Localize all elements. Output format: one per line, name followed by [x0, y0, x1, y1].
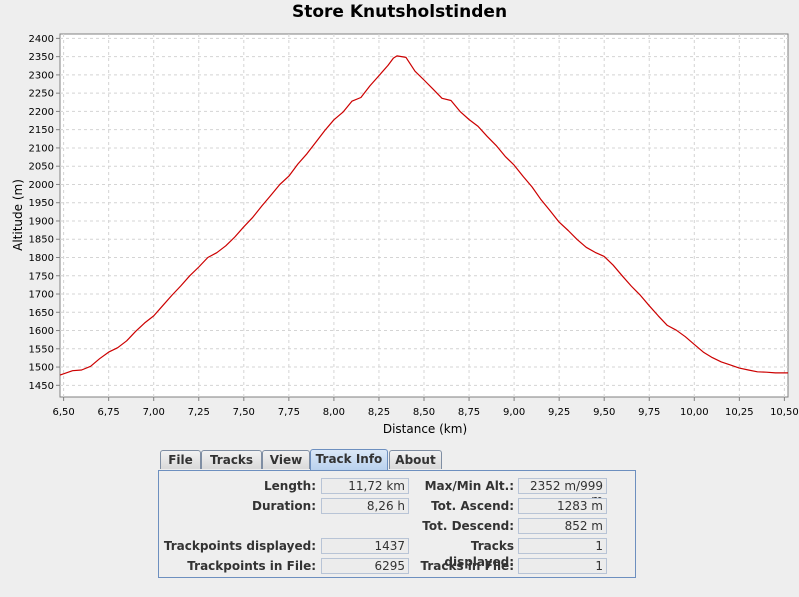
y-axis-title: Altitude (m) [11, 179, 25, 251]
x-axis-title: Distance (km) [383, 422, 467, 436]
tracks-in-file-label: Tracks in File: [420, 559, 515, 573]
tracks-displayed-label: Tracks displayed: [444, 539, 514, 569]
y-tick-label: 1800 [29, 253, 54, 264]
tab-track-info[interactable]: Track Info [310, 449, 388, 470]
max-min-alt-value: 2352 m/999 m [518, 478, 607, 507]
x-tick-label: 9,00 [503, 407, 525, 418]
x-tick-label: 7,00 [143, 407, 165, 418]
tab-file[interactable]: File [160, 450, 201, 469]
x-tick-label: 8,75 [458, 407, 480, 418]
tot-ascend-label: Tot. Ascend: [431, 499, 514, 513]
track-info-panel: Length: 11,72 km Duration: 8,26 h Trackp… [158, 470, 636, 578]
tot-descend-label: Tot. Descend: [422, 519, 514, 533]
y-tick-label: 2350 [29, 52, 54, 63]
y-tick-label: 2050 [29, 162, 54, 173]
y-tick-label: 1450 [29, 381, 54, 392]
tab-tracks[interactable]: Tracks [201, 450, 262, 469]
y-tick-label: 1950 [29, 198, 54, 209]
duration-value: 8,26 h [321, 498, 409, 514]
x-tick-label: 6,75 [98, 407, 120, 418]
trackpoints-in-file-value: 6295 [321, 558, 409, 574]
x-tick-label: 7,50 [233, 407, 255, 418]
x-tick-label: 8,25 [368, 407, 390, 418]
tracks-in-file-value: 1 [518, 558, 607, 574]
y-tick-label: 1900 [29, 216, 54, 227]
y-tick-label: 1550 [29, 344, 54, 355]
y-tick-label: 2000 [29, 180, 54, 191]
x-tick-label: 7,75 [278, 407, 300, 418]
elevation-chart: 6,50 6,75 7,00 7,25 7,50 7,75 8,00 8,25 8,50 8,75… [11, 33, 799, 436]
y-tick-label: 1650 [29, 308, 54, 319]
length-value: 11,72 km [321, 478, 409, 494]
trackpoints-in-file-label: Trackpoints in File: [187, 559, 316, 573]
x-tick-label: 9,50 [593, 407, 615, 418]
x-tick-label: 7,25 [188, 407, 210, 418]
y-tick-label: 1700 [29, 290, 54, 301]
x-tick-label: 9,75 [638, 407, 660, 418]
y-tick-label: 1600 [29, 326, 54, 337]
x-tick-label: 9,25 [548, 407, 570, 418]
trackpoints-displayed-label: Trackpoints displayed: [163, 539, 316, 553]
y-tick-label: 2250 [29, 89, 54, 100]
x-tick-label: 8,00 [323, 407, 345, 418]
trackpoints-displayed-value: 1437 [321, 538, 409, 554]
y-tick-label: 1750 [29, 271, 54, 282]
y-tick-label: 1500 [29, 363, 54, 374]
max-min-alt-label: Max/Min Alt.: [424, 479, 514, 493]
y-tick-label: 2100 [29, 143, 54, 154]
x-tick-label: 6,50 [52, 407, 74, 418]
tot-ascend-value: 1283 m [518, 498, 607, 514]
x-tick-label: 10,25 [725, 407, 754, 418]
x-tick-label: 10,00 [680, 407, 709, 418]
chart-title: Store Knutsholstinden [291, 2, 508, 22]
length-label: Length: [264, 479, 316, 493]
tab-view[interactable]: View [262, 450, 310, 469]
tot-descend-value: 852 m [518, 518, 607, 534]
x-tick-label: 8,50 [413, 407, 435, 418]
y-tick-label: 2200 [29, 107, 54, 118]
y-tick-label: 1850 [29, 235, 54, 246]
tracks-displayed-value: 1 [518, 538, 607, 554]
duration-label: Duration: [252, 499, 316, 513]
tab-about[interactable]: About [389, 450, 442, 469]
altitude-series-line [59, 55, 788, 376]
y-tick-label: 2400 [29, 34, 54, 45]
x-tick-label: 10,50 [770, 407, 799, 418]
y-tick-label: 2300 [29, 70, 54, 81]
y-tick-label: 2150 [29, 125, 54, 136]
